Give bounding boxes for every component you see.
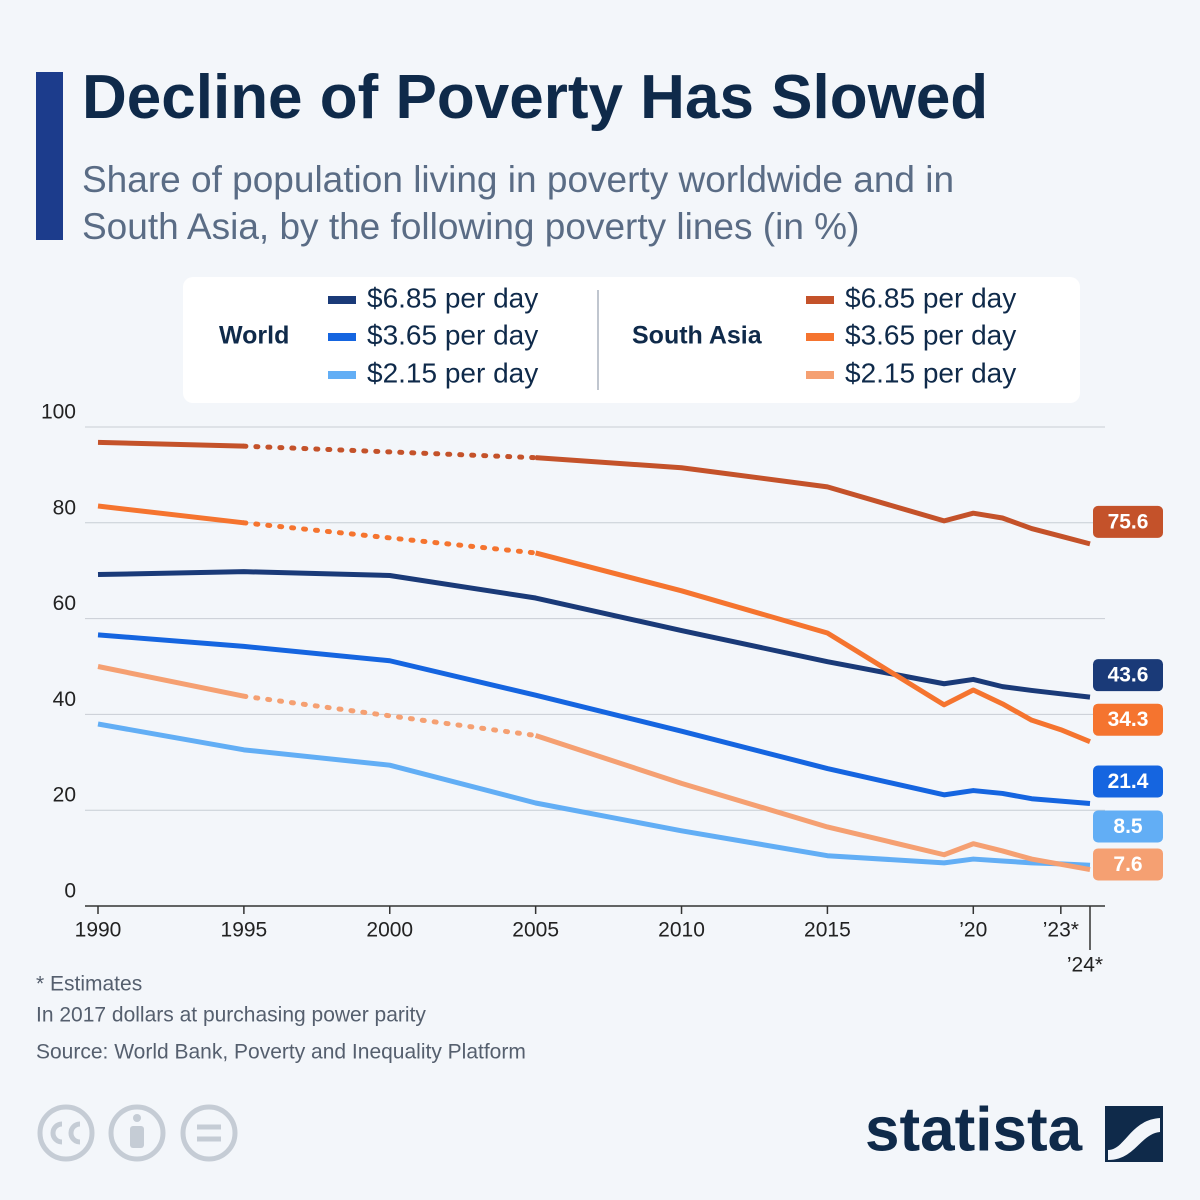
by-head xyxy=(133,1114,141,1122)
end-label-bg xyxy=(1093,505,1163,538)
series-line xyxy=(97,439,1091,547)
nd-glyph xyxy=(197,1124,221,1142)
x-tick-label: 2010 xyxy=(658,919,705,942)
y-tick-label: 80 xyxy=(53,496,76,519)
series-line xyxy=(97,569,1091,700)
legend-label: $3.65 per day xyxy=(845,319,1016,350)
by-body xyxy=(130,1126,144,1148)
end-label: 34.3 xyxy=(1108,708,1149,731)
gap-connector xyxy=(241,520,539,556)
legend-label: $3.65 per day xyxy=(367,319,538,350)
x-tick-label: ’20 xyxy=(959,919,987,942)
end-label-bg xyxy=(1093,765,1163,798)
accent-bar xyxy=(36,72,63,240)
end-label: 43.6 xyxy=(1108,664,1149,687)
end-label: 8.5 xyxy=(1113,815,1143,838)
legend-swatch xyxy=(806,296,834,304)
series-line xyxy=(97,664,1091,873)
x-tick-label: 1995 xyxy=(221,919,268,942)
cc-icons xyxy=(37,1104,238,1162)
chart-subtitle: Share of population living in poverty wo… xyxy=(82,159,955,247)
footnote: Source: World Bank, Poverty and Inequali… xyxy=(36,1041,526,1064)
cc-glyph xyxy=(50,1121,81,1145)
x-tick-label: 2015 xyxy=(804,919,851,942)
brand-icon xyxy=(1105,1106,1163,1162)
legend-swatch xyxy=(328,333,356,341)
y-tick-label: 20 xyxy=(53,784,76,807)
legend-box xyxy=(183,277,1080,403)
x-tick-label: 2005 xyxy=(512,919,559,942)
by-icon xyxy=(108,1104,166,1162)
y-tick-label: 40 xyxy=(53,688,76,711)
footnote: * Estimates xyxy=(36,973,142,996)
end-label: 7.6 xyxy=(1113,853,1142,876)
series-line xyxy=(97,503,1091,745)
x-tick-label: 2000 xyxy=(366,919,413,942)
gap-connector xyxy=(241,443,539,461)
brand-wave xyxy=(1108,1118,1160,1160)
legend-label: $2.15 per day xyxy=(367,357,538,388)
end-label-bg xyxy=(1093,848,1163,881)
x-tick-label: ’23* xyxy=(1043,919,1079,942)
end-label: 21.4 xyxy=(1108,770,1149,793)
legend-swatch xyxy=(806,371,834,379)
footnote: In 2017 dollars at purchasing power pari… xyxy=(36,1004,426,1027)
x-tick-label: ’24* xyxy=(1067,954,1103,977)
legend-group-label: World xyxy=(219,322,289,350)
x-tick-label: 1990 xyxy=(75,919,122,942)
cc-icon xyxy=(37,1104,95,1162)
series-line xyxy=(97,721,1091,868)
y-tick-label: 100 xyxy=(41,401,76,424)
y-tick-label: 0 xyxy=(64,880,76,903)
series-line xyxy=(97,632,1091,806)
end-label-bg xyxy=(1093,703,1163,736)
legend-group-label: South Asia xyxy=(632,322,763,350)
end-label-bg xyxy=(1093,810,1163,843)
legend-swatch xyxy=(328,296,356,304)
legend-label: $6.85 per day xyxy=(845,282,1016,313)
legend-label: $2.15 per day xyxy=(845,357,1016,388)
legend-swatch xyxy=(806,333,834,341)
end-label-bg xyxy=(1093,659,1163,692)
gap-connector xyxy=(241,693,539,738)
y-tick-label: 60 xyxy=(53,592,76,615)
end-label: 75.6 xyxy=(1108,510,1149,533)
chart-title: Decline of Poverty Has Slowed xyxy=(82,63,989,132)
legend-swatch xyxy=(328,371,356,379)
legend-label: $6.85 per day xyxy=(367,282,538,313)
nd-icon xyxy=(180,1104,238,1162)
brand-logo: statista xyxy=(865,1095,1083,1164)
